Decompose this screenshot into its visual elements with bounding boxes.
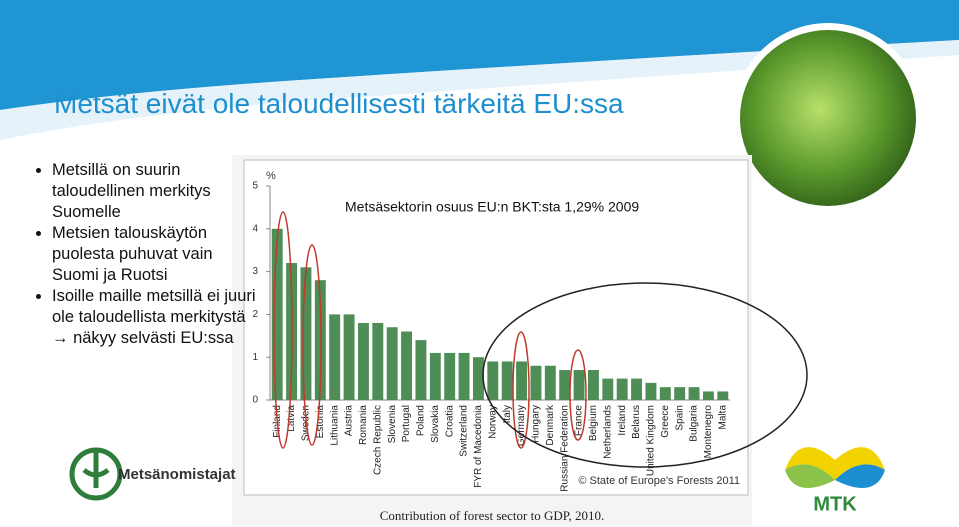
bar [329,314,341,400]
bar [645,382,657,400]
mtk-logo-top [785,447,885,480]
bar [530,365,542,400]
bar [458,352,470,400]
x-tick-label: Sweden [301,405,312,441]
x-tick-label: Romania [358,405,369,445]
bar [587,370,599,400]
x-tick-label: Austria [344,405,355,437]
x-tick-label: Finland [272,405,283,438]
bar [343,314,355,400]
bar [688,387,700,400]
source: © State of Europe's Forests 2011 [578,475,740,487]
x-tick-label: Czech Republic [372,405,383,475]
bar [501,361,513,400]
bar [674,387,686,400]
logo-right-text: MTK [813,493,857,515]
x-tick-label: United Kingdom [646,405,657,476]
bar [300,267,312,400]
x-tick-label: Portugal [401,405,412,442]
x-tick-label: Germany [516,405,527,446]
x-tick-label: Norway [487,405,498,439]
logo-icon [69,447,123,501]
y-tick-label: 1 [252,352,258,363]
x-tick-label: Poland [416,405,427,436]
photo [740,30,916,206]
y-tick-label: 2 [252,309,258,320]
annotation: Metsäsektorin osuus EU:n BKT:sta 1,29% 2… [345,199,639,215]
x-tick-label: Switzerland [459,405,470,457]
x-tick-label: Lithuania [329,405,340,446]
bar [487,361,499,400]
x-tick-label: Bulgaria [689,405,700,442]
bar [286,263,298,400]
bullet: Isoille maille metsillä ei juuri ole tal… [52,286,262,349]
bullet: Metsien talouskäytön puolesta puhuvat va… [52,223,262,286]
bar [573,370,585,400]
bar [631,378,643,400]
header-band [0,0,959,110]
bar [516,361,528,400]
x-tick-label: Croatia [444,405,455,438]
y-tick-label: 4 [252,223,258,234]
x-tick-label: Hungary [531,405,542,443]
bar [702,391,714,400]
bar [429,352,441,400]
x-tick-label: Denmark [545,404,556,446]
logo-icon-tree [82,452,110,488]
bar [386,327,398,400]
mtk-logo-right [835,464,885,488]
x-tick-label: Malta [717,405,728,430]
x-tick-label: Greece [660,405,671,438]
bar [372,322,384,400]
caption: Contribution of forest sector to GDP, 20… [380,508,605,523]
x-tick-label: Belarus [631,405,642,439]
bar [314,280,326,400]
bar [271,228,283,400]
x-tick-label: Montenegro [703,405,714,459]
bar [401,331,413,400]
y-tick-label: 3 [252,266,258,277]
x-tick-label: Belgium [588,405,599,441]
x-tick-label: France [574,405,585,437]
bar [559,370,571,400]
x-tick-label: Slovenia [387,405,398,444]
bar [472,357,484,400]
bar [659,387,671,400]
bar [602,378,614,400]
y-tick-label: 0 [252,395,258,406]
bar [544,365,556,400]
x-tick-label: Netherlands [602,405,613,459]
x-tick-label: Spain [674,405,685,431]
x-tick-label: Ireland [617,405,628,436]
x-tick-label: Russian Federation [559,405,570,492]
bar [717,391,729,400]
y-tick-label: 5 [252,181,258,192]
slide-title: Metsät eivät ole taloudellisesti tärkeit… [54,88,624,119]
x-tick-label: Latvia [286,405,297,432]
bar [415,340,427,400]
y-unit: % [266,170,276,182]
bar [357,322,369,400]
bar [444,352,456,400]
x-tick-label: Slovakia [430,405,441,443]
x-tick-label: Estonia [315,405,326,439]
mtk-logo-left [785,464,835,488]
x-tick-label: Italy [502,405,513,423]
bar [616,378,628,400]
bullet-list: Metsillä on suurin taloudellinen merkity… [22,160,262,349]
header-swoosh [0,40,959,140]
x-tick-label: FYR of Macedonia [473,405,484,488]
bullet: Metsillä on suurin taloudellinen merkity… [52,160,262,223]
logo-left-text: Metsänomistajat [118,466,236,483]
